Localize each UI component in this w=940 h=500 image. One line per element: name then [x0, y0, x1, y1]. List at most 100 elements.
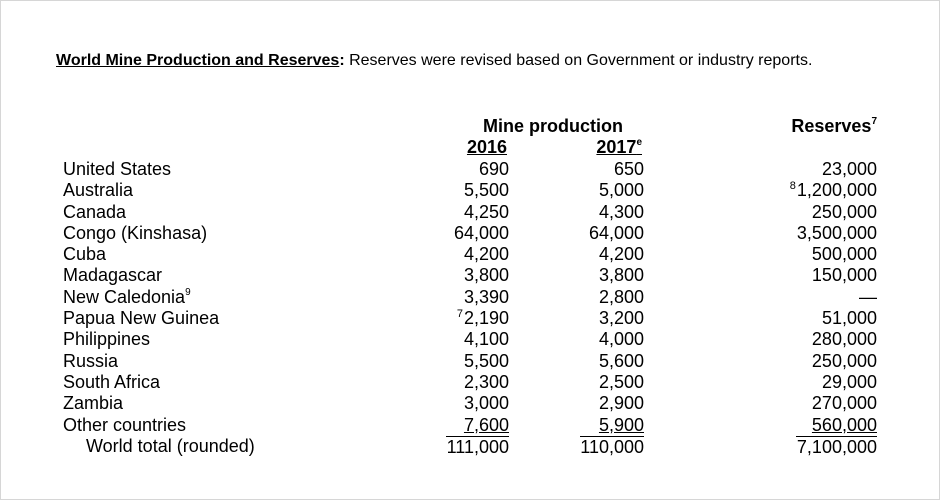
table-row: Zambia 3,000 2,900 270,000: [1, 393, 940, 414]
production-table: United States 690 650 23,000 Australia 5,500 5…: [1, 159, 940, 457]
production-2016-value: 3,390: [463, 286, 509, 307]
production-2016: 111,000: [445, 435, 509, 457]
reserves-value-text: 270,000: [811, 393, 877, 414]
country-name: Papua New Guinea: [63, 308, 219, 329]
production-2017: 64,000: [588, 222, 644, 243]
heading-title: World Mine Production and Reserves: [56, 52, 340, 69]
production-2016: 4,200: [463, 244, 509, 265]
section-heading: World Mine Production and Reserves: Rese…: [56, 52, 812, 70]
country-name-text: Australia: [63, 180, 134, 201]
mine-production-header: Mine production: [483, 116, 623, 136]
production-2016: 72,190: [457, 308, 509, 329]
country-name: Cuba: [63, 244, 106, 265]
country-name: United States: [63, 159, 171, 180]
reserves-footnote-marker: 8: [789, 180, 796, 193]
reserves-footnote-marker: 7: [871, 116, 877, 127]
production-2017: 2,800: [598, 286, 644, 307]
table-row: Cuba 4,200 4,200 500,000: [1, 244, 940, 265]
country-name: Australia: [63, 180, 133, 201]
reserves-value: 23,000: [821, 159, 877, 180]
reserves-value: 270,000: [811, 393, 877, 414]
production-2017: 5,900: [598, 414, 644, 435]
reserves-value-text: —: [859, 286, 877, 307]
heading-text: Reserves were revised based on Governmen…: [344, 52, 813, 69]
reserves-value: 29,000: [821, 372, 877, 393]
production-2016: 3,390: [463, 287, 509, 308]
reserves-value: 7,100,000: [795, 435, 877, 457]
production-2017: 3,200: [598, 308, 644, 329]
reserves-value: 51,000: [821, 308, 877, 329]
production-2016-value: 5,500: [463, 350, 509, 371]
year-2016-header: 2016: [466, 137, 507, 157]
production-2016: 4,250: [463, 202, 509, 223]
production-2016: 5,500: [463, 351, 509, 372]
reserves-value-text: 150,000: [811, 265, 877, 286]
reserves-value-text: 3,500,000: [796, 222, 877, 243]
table-row: Papua New Guinea 72,190 3,200 51,000: [1, 308, 940, 329]
country-name: Russia: [63, 351, 118, 372]
country-name-text: World total (rounded): [86, 435, 255, 456]
production-2017: 2,500: [598, 371, 644, 392]
table-row: Congo (Kinshasa) 64,000 64,000 3,500,000: [1, 223, 940, 244]
country-name-text: Papua New Guinea: [63, 308, 220, 329]
production-2017: 3,800: [598, 265, 644, 286]
reserves-value-text: 23,000: [821, 159, 877, 179]
year-2017-estimate-marker: e: [636, 137, 642, 148]
country-name: Canada: [63, 202, 126, 223]
production-2016: 3,800: [463, 265, 509, 286]
production-2017: 5,600: [598, 350, 644, 371]
production-2016-value: 2,300: [463, 371, 509, 392]
table-row: New Caledonia9 3,390 2,800 —: [1, 287, 940, 308]
production-2017: 110,000: [580, 435, 644, 457]
production-2016-value: 4,100: [463, 329, 509, 350]
total-row: World total (rounded) 111,000 110,000 7,100…: [1, 435, 940, 457]
production-2016: 2,300: [463, 372, 509, 393]
country-name-text: Other countries: [63, 414, 187, 435]
production-2016-footnote-marker: 7: [456, 308, 463, 321]
production-2016: 3,000: [463, 393, 509, 414]
reserves-value: 150,000: [811, 265, 877, 286]
country-name: Madagascar: [63, 265, 162, 286]
production-2016-value: 111,000: [446, 436, 509, 457]
reserves-value-text: 7,100,000: [796, 436, 877, 457]
production-2016-value: 5,500: [463, 180, 509, 201]
country-name-text: Cuba: [63, 244, 107, 265]
heading-colon: :: [339, 52, 345, 69]
reserves-header-label: Reserves: [791, 116, 872, 136]
reserves-value-text: 51,000: [821, 308, 877, 329]
reserves-value-text: 1,200,000: [796, 180, 877, 201]
reserves-value-text: 500,000: [811, 244, 877, 265]
table-row: Australia 5,500 5,000 81,200,000: [1, 180, 940, 201]
country-name-text: Canada: [63, 201, 127, 222]
production-2016-value: 7,600: [463, 414, 509, 435]
production-2016-value: 2,190: [463, 308, 509, 329]
production-2016-value: 690: [478, 159, 509, 179]
country-name: World total (rounded): [86, 436, 255, 457]
reserves-value-text: 29,000: [821, 371, 877, 392]
production-2017: 2,900: [598, 393, 644, 414]
production-2016-value: 3,000: [463, 393, 509, 414]
table-row: Russia 5,500 5,600 250,000: [1, 351, 940, 372]
country-name-text: New Caledonia: [63, 286, 186, 307]
reserves-value: 3,500,000: [796, 223, 877, 244]
production-2017: 650: [613, 159, 644, 179]
country-name-text: South Africa: [63, 371, 161, 392]
production-2016-value: 4,250: [463, 201, 509, 222]
production-2016: 4,100: [463, 329, 509, 350]
reserves-header: Reserves7: [791, 116, 877, 137]
reserves-value-text: 250,000: [811, 350, 877, 371]
country-name-text: United States: [63, 159, 172, 179]
year-2017-header: 2017e: [596, 137, 642, 158]
production-2017: 4,000: [598, 329, 644, 350]
production-2016-value: 3,800: [463, 265, 509, 286]
table-row: Philippines 4,100 4,000 280,000: [1, 329, 940, 350]
production-2016: 7,600: [463, 415, 509, 436]
reserves-value: 250,000: [811, 351, 877, 372]
country-name: Other countries: [63, 415, 186, 436]
production-2016: 690: [478, 159, 509, 180]
table-row: Canada 4,250 4,300 250,000: [1, 202, 940, 223]
reserves-value: 81,200,000: [790, 180, 877, 201]
table-row: Madagascar 3,800 3,800 150,000: [1, 265, 940, 286]
production-2016: 64,000: [453, 223, 509, 244]
